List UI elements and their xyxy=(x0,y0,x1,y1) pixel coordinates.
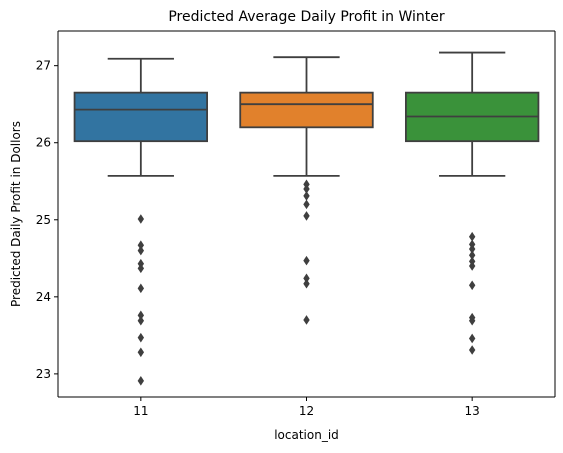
box-group-11 xyxy=(73,57,209,386)
outlier-point xyxy=(303,191,310,201)
box-group-12 xyxy=(239,56,374,325)
y-tick-label: 26 xyxy=(36,136,51,150)
y-tick-label: 27 xyxy=(36,59,51,73)
boxes-layer xyxy=(73,51,540,386)
outlier-point xyxy=(468,280,476,291)
axes-layer: 23 24 25 26 27 11 12 13 xyxy=(36,30,556,418)
outlier-point xyxy=(137,240,145,251)
outlier-point xyxy=(468,261,476,271)
outlier-point xyxy=(137,214,145,224)
y-tick-label: 23 xyxy=(36,367,51,381)
outlier-point xyxy=(303,211,310,221)
outlier-point xyxy=(137,376,145,386)
box-11 xyxy=(73,91,209,143)
outlier-point xyxy=(303,184,310,194)
outlier-point xyxy=(137,245,145,256)
x-tick-label: 13 xyxy=(465,404,480,418)
outlier-point xyxy=(468,244,476,254)
outlier-point xyxy=(137,310,145,321)
outlier-point xyxy=(303,315,310,325)
outlier-point xyxy=(137,332,145,343)
outlier-point xyxy=(468,231,476,242)
outlier-point xyxy=(303,199,310,210)
outlier-point xyxy=(468,333,476,344)
x-axis-label: location_id xyxy=(274,428,339,442)
outlier-point xyxy=(303,255,310,266)
box-group-13 xyxy=(404,51,540,355)
outlier-point xyxy=(468,345,476,355)
outlier-point xyxy=(137,283,145,294)
outlier-point xyxy=(468,250,476,261)
outlier-point xyxy=(303,273,310,284)
x-tick-label: 12 xyxy=(299,404,314,418)
outlier-point xyxy=(468,315,476,326)
outlier-point xyxy=(303,278,310,289)
y-tick-label: 24 xyxy=(36,290,51,304)
x-tick-label: 11 xyxy=(133,404,148,418)
box-12 xyxy=(239,91,374,129)
chart-title: Predicted Average Daily Profit in Winter xyxy=(168,9,445,25)
y-axis-label: Predicted Daily Profit in Dollors xyxy=(9,121,23,307)
outlier-point xyxy=(137,347,145,358)
outlier-point xyxy=(137,315,145,326)
outlier-point xyxy=(137,263,145,274)
y-tick-label: 25 xyxy=(36,213,51,227)
